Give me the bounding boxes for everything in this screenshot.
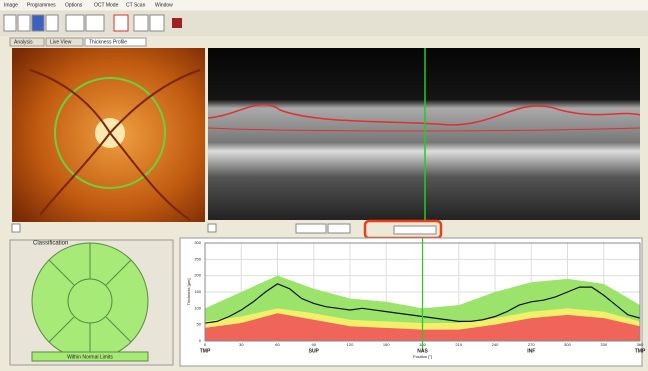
result-label: Within Normal Limits (67, 354, 113, 360)
button[interactable] (4, 15, 16, 31)
y-tick-label: 150 (194, 289, 201, 294)
x-axis-title: Position [°] (413, 354, 432, 359)
y-tick-label: 250 (194, 256, 201, 261)
button[interactable] (150, 15, 164, 31)
button[interactable] (134, 15, 148, 31)
spinbox[interactable] (296, 224, 326, 233)
oct-bscan (208, 48, 640, 220)
tab-label[interactable]: Thickness Profile (89, 39, 127, 45)
spinbox[interactable] (328, 224, 350, 233)
tab-label[interactable]: Live View (50, 39, 72, 45)
button[interactable] (32, 15, 44, 31)
menu-item[interactable]: CT Scan (126, 2, 146, 8)
checkbox[interactable] (12, 224, 20, 232)
button[interactable] (18, 15, 30, 31)
button[interactable] (46, 15, 58, 31)
button[interactable] (114, 15, 128, 31)
sector-label: TMP (200, 348, 211, 354)
x-tick-label: 150 (383, 342, 390, 347)
button[interactable] (66, 15, 84, 31)
x-tick-label: 210 (455, 342, 462, 347)
x-tick-label: 330 (600, 342, 607, 347)
checkbox[interactable] (208, 224, 216, 232)
app-window: Image Programmes Options OCT Mode CT Scan Win… (0, 0, 648, 371)
y-axis-title: Thickness [µm] (186, 279, 191, 306)
y-tick-label: 300 (194, 240, 201, 245)
sector-label: TMP (635, 348, 646, 354)
dropdown[interactable] (394, 226, 436, 234)
x-tick-label: 30 (239, 342, 244, 347)
x-tick-label: 90 (312, 342, 317, 347)
x-tick-label: 360 (637, 342, 644, 347)
sector-label: INF (527, 348, 535, 354)
y-tick-label: 50 (197, 322, 202, 327)
tab-label[interactable]: Analysis (14, 39, 33, 45)
sector-diagram (32, 243, 148, 359)
y-tick-label: 200 (194, 273, 201, 278)
menu-item[interactable]: OCT Mode (94, 2, 119, 8)
menu-item[interactable]: Options (65, 2, 83, 8)
button[interactable] (172, 18, 182, 28)
x-tick-label: 240 (492, 342, 499, 347)
panel-title: Classification (33, 241, 68, 247)
sector-label: SUP (309, 348, 320, 354)
y-tick-label: 100 (194, 305, 201, 310)
x-tick-label: 270 (528, 342, 535, 347)
menu-item[interactable]: Image (4, 2, 18, 8)
menu-item[interactable]: Window (155, 2, 173, 8)
x-tick-label: 300 (564, 342, 571, 347)
menu-item[interactable]: Programmes (27, 2, 56, 8)
x-tick-label: 60 (275, 342, 280, 347)
button[interactable] (86, 15, 104, 31)
x-tick-label: 120 (347, 342, 354, 347)
